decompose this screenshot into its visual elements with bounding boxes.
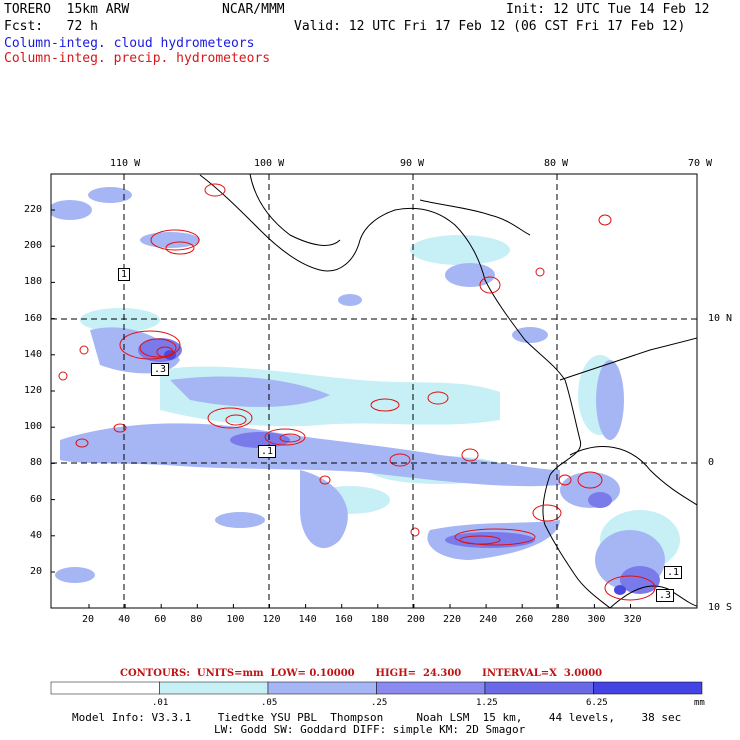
y-tick-label: 100 <box>24 421 43 433</box>
x-tick-label: 20 <box>82 614 95 625</box>
x-tick-label: 40 <box>118 614 131 625</box>
contour-label: .1 <box>664 566 683 579</box>
x-tick-label: 60 <box>154 614 167 625</box>
colorbar-segment <box>484 681 594 695</box>
x-tick-label: 220 <box>443 614 462 625</box>
colorbar-label: .05 <box>261 698 278 708</box>
cloud-field <box>51 187 680 595</box>
valid-time: Valid: 12 UTC Fri 17 Feb 12 (06 CST Fri … <box>294 19 686 34</box>
field-cloud-label: Column-integ. cloud hydrometeors <box>4 36 255 51</box>
colorbar-units: mm <box>694 698 705 708</box>
y-tick-label: 40 <box>30 529 43 541</box>
field-precip-label: Column-integ. precip. hydrometeors <box>4 51 271 66</box>
physics-info: LW: Godd SW: Goddard DIFF: simple KM: 2D… <box>214 723 526 736</box>
contour-label: 1 <box>118 268 131 281</box>
x-tick-label: 120 <box>262 614 281 625</box>
colorbar-segment <box>50 681 160 695</box>
colorbar-label: 1.25 <box>476 698 498 708</box>
contour-info: CONTOURS: UNITS=mm LOW= 0.10000 HIGH= 24… <box>120 668 603 679</box>
lat-label-10s: 10 S <box>708 602 733 613</box>
coastline <box>199 174 697 608</box>
colorbar-label: .25 <box>371 698 388 708</box>
x-tick-label: 260 <box>515 614 534 625</box>
colorbar-segment <box>267 681 377 695</box>
y-tick-label: 200 <box>24 240 43 252</box>
lat-label-0: 0 <box>708 457 715 468</box>
x-tick-label: 160 <box>334 614 353 625</box>
y-tick-label: 60 <box>30 493 43 505</box>
lon-label-70w: 70 W <box>688 158 713 169</box>
lon-label-80w: 80 W <box>544 158 569 169</box>
y-tick-label: 20 <box>30 566 43 577</box>
x-tick-label: 320 <box>623 614 642 625</box>
lat-lon-grid <box>51 174 697 608</box>
y-axis-ticks <box>51 209 55 573</box>
model-info: Model Info: V3.3.1 Tiedtke YSU PBL Thomp… <box>72 711 682 724</box>
y-tick-label: 140 <box>24 348 43 360</box>
lat-label-10n: 10 N <box>708 313 733 324</box>
x-axis-ticks <box>88 604 631 608</box>
x-tick-label: 280 <box>551 614 570 625</box>
colorbar-segment <box>376 681 486 695</box>
init-time: Init: 12 UTC Tue 14 Feb 12 <box>506 2 710 17</box>
x-tick-label: 80 <box>190 614 203 625</box>
lon-label-110w: 110 W <box>110 158 141 169</box>
y-tick-label: 220 <box>24 204 43 215</box>
contour-label: .3 <box>151 363 170 376</box>
x-tick-label: 200 <box>406 614 425 625</box>
x-tick-label: 140 <box>298 614 317 625</box>
x-tick-label: 240 <box>479 614 498 625</box>
y-tick-label: 120 <box>24 385 43 396</box>
y-tick-label: 160 <box>24 312 43 324</box>
lon-label-100w: 100 W <box>254 158 285 169</box>
y-tick-label: 180 <box>24 276 43 288</box>
precip-contours <box>58 183 656 601</box>
lon-label-90w: 90 W <box>400 158 425 169</box>
contour-label: .3 <box>656 589 675 602</box>
colorbar-segment <box>159 681 269 695</box>
x-tick-label: 180 <box>370 614 389 625</box>
center-name: NCAR/MMM <box>222 2 285 17</box>
colorbar-label: .01 <box>152 698 169 708</box>
x-tick-label: 100 <box>226 614 245 625</box>
model-name: TORERO 15km ARW <box>4 2 130 17</box>
x-tick-label: 300 <box>587 614 606 625</box>
colorbar-segment <box>593 681 703 695</box>
contour-label: .1 <box>258 445 277 458</box>
y-tick-label: 80 <box>30 457 43 469</box>
forecast-hour: Fcst: 72 h <box>4 19 98 34</box>
colorbar-label: 6.25 <box>586 698 608 708</box>
